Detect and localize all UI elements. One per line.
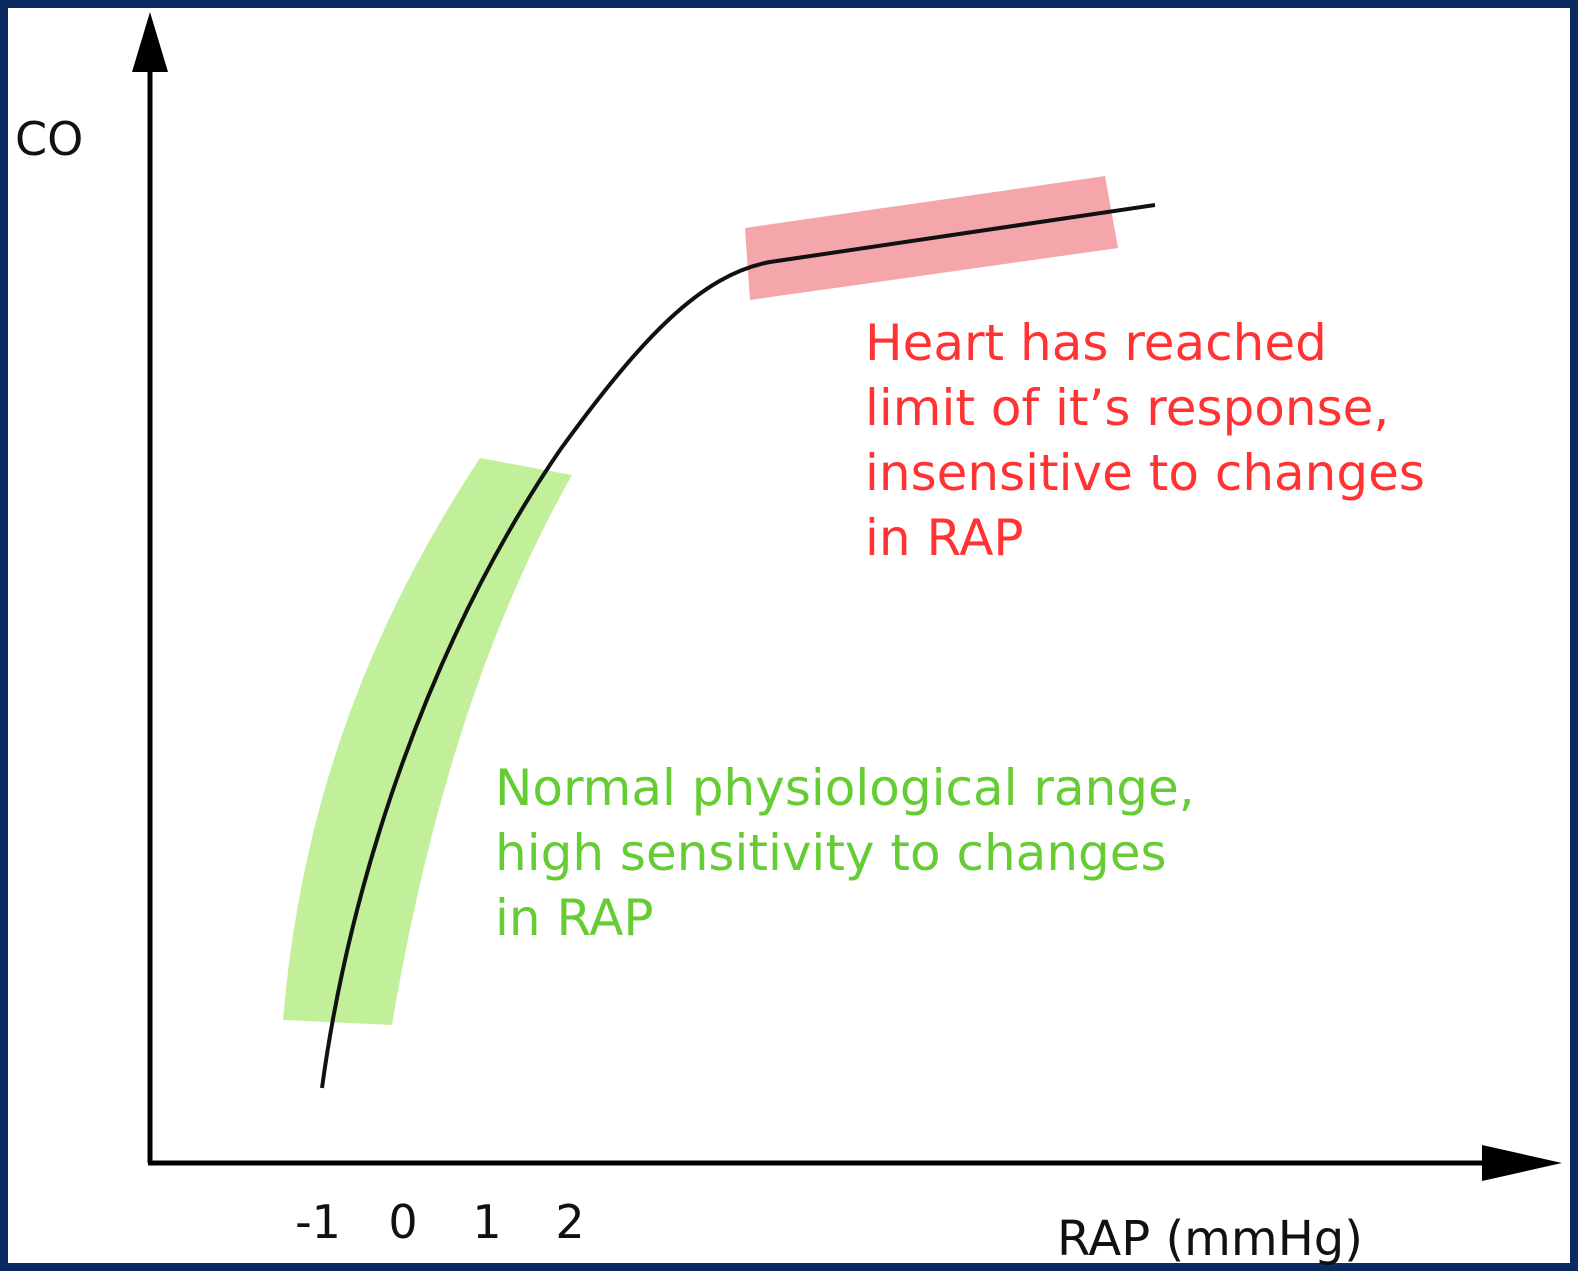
annotation-line: high sensitivity to changes: [495, 824, 1167, 882]
x-tick-label: 2: [555, 1195, 584, 1249]
annotation-line: in RAP: [495, 889, 654, 947]
annotation-line: limit of it’s response,: [865, 379, 1389, 437]
canvas: [8, 8, 1570, 1263]
x-axis-label: RAP (mmHg): [1057, 1211, 1363, 1267]
x-axis-arrow: [1482, 1145, 1562, 1181]
y-axis-arrow: [132, 12, 168, 72]
annotation-line: Heart has reached: [865, 314, 1327, 372]
normal-range-band: [283, 458, 572, 1025]
x-tick-label: 1: [472, 1195, 501, 1249]
annotation-line: insensitive to changes: [865, 444, 1425, 502]
x-tick-label: 0: [388, 1195, 417, 1249]
annotation-line: in RAP: [865, 509, 1024, 567]
annotation-line: Normal physiological range,: [495, 759, 1195, 817]
y-axis-label: CO: [15, 112, 83, 166]
x-tick-label: -1: [295, 1195, 341, 1249]
curve: [320, 203, 1156, 1089]
